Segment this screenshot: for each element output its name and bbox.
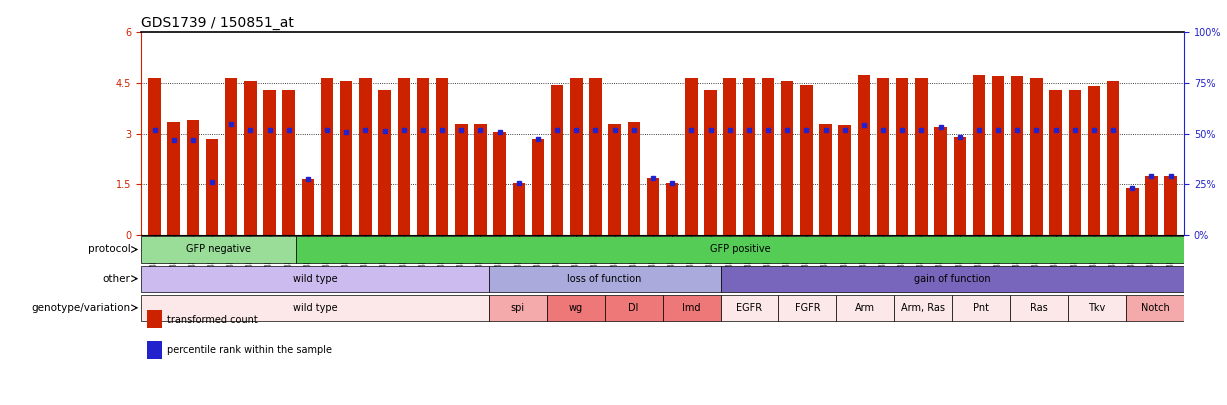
Bar (934, 127, 947, 235)
Bar (1126, 188, 1139, 235)
Bar (838, 125, 852, 235)
Bar (780, 81, 794, 235)
Bar (647, 177, 659, 235)
Text: Tkv: Tkv (1088, 303, 1106, 313)
Text: spi: spi (510, 303, 525, 313)
Bar (167, 122, 180, 235)
Bar (244, 81, 256, 235)
Bar (685, 78, 698, 235)
Bar (894, 295, 952, 321)
Bar (877, 78, 890, 235)
Bar (488, 266, 720, 292)
Bar (455, 124, 467, 235)
Text: Notch: Notch (1141, 303, 1169, 313)
Bar (225, 78, 238, 235)
Bar (1010, 295, 1069, 321)
Bar (704, 90, 717, 235)
Bar (571, 78, 583, 235)
Bar (417, 78, 429, 235)
Bar (398, 78, 410, 235)
Text: Imd: Imd (682, 303, 701, 313)
Bar (666, 183, 679, 235)
Text: gain of function: gain of function (914, 274, 990, 284)
Bar (1164, 176, 1177, 235)
Bar (589, 78, 601, 235)
Bar (187, 120, 199, 235)
Bar (264, 90, 276, 235)
Text: Ras: Ras (1031, 303, 1048, 313)
Bar (1069, 295, 1126, 321)
Bar (141, 266, 488, 292)
Bar (1145, 176, 1158, 235)
Text: wild type: wild type (292, 274, 337, 284)
Bar (720, 266, 1184, 292)
Text: Arm, Ras: Arm, Ras (902, 303, 945, 313)
Text: other: other (103, 274, 131, 284)
Bar (296, 237, 1184, 262)
Text: FGFR: FGFR (795, 303, 820, 313)
Bar (820, 124, 832, 235)
Bar (551, 85, 563, 235)
Bar (973, 75, 985, 235)
Bar (340, 81, 352, 235)
Bar (837, 295, 894, 321)
Bar (302, 179, 314, 235)
Bar (436, 78, 448, 235)
Text: GDS1739 / 150851_at: GDS1739 / 150851_at (141, 16, 294, 30)
Bar (206, 139, 218, 235)
Bar (952, 295, 1010, 321)
Bar (488, 295, 547, 321)
Bar (858, 75, 870, 235)
Bar (609, 124, 621, 235)
Bar (360, 78, 372, 235)
Text: GFP positive: GFP positive (709, 245, 771, 254)
Bar (762, 78, 774, 235)
Bar (778, 295, 837, 321)
Bar (720, 295, 778, 321)
Bar (800, 85, 812, 235)
Bar (1107, 81, 1119, 235)
Text: genotype/variation: genotype/variation (32, 303, 131, 313)
Bar (493, 132, 506, 235)
Bar (378, 90, 391, 235)
Bar (1069, 90, 1081, 235)
Bar (627, 122, 640, 235)
Bar (1049, 90, 1061, 235)
Bar (141, 295, 488, 321)
Bar (1011, 76, 1023, 235)
Bar (474, 124, 487, 235)
Bar (1031, 78, 1043, 235)
Bar (282, 90, 294, 235)
Text: wg: wg (568, 303, 583, 313)
Bar (605, 295, 663, 321)
Bar (531, 139, 545, 235)
Bar (742, 78, 755, 235)
Text: Dl: Dl (628, 303, 639, 313)
Text: EGFR: EGFR (736, 303, 762, 313)
Text: percentile rank within the sample: percentile rank within the sample (167, 345, 331, 355)
Bar (547, 295, 605, 321)
Bar (663, 295, 720, 321)
Bar (915, 78, 928, 235)
Bar (1126, 295, 1184, 321)
Bar (148, 78, 161, 235)
Text: loss of function: loss of function (567, 274, 642, 284)
Bar (953, 137, 966, 235)
Text: protocol: protocol (88, 245, 131, 254)
Text: GFP negative: GFP negative (185, 245, 250, 254)
Bar (724, 78, 736, 235)
Text: transformed count: transformed count (167, 315, 258, 324)
Bar (991, 76, 1005, 235)
Bar (896, 78, 908, 235)
Text: Pnt: Pnt (973, 303, 989, 313)
Bar (513, 183, 525, 235)
Bar (1087, 86, 1101, 235)
Text: wild type: wild type (292, 303, 337, 313)
Bar (320, 78, 334, 235)
Text: Arm: Arm (855, 303, 875, 313)
Bar (141, 237, 296, 262)
